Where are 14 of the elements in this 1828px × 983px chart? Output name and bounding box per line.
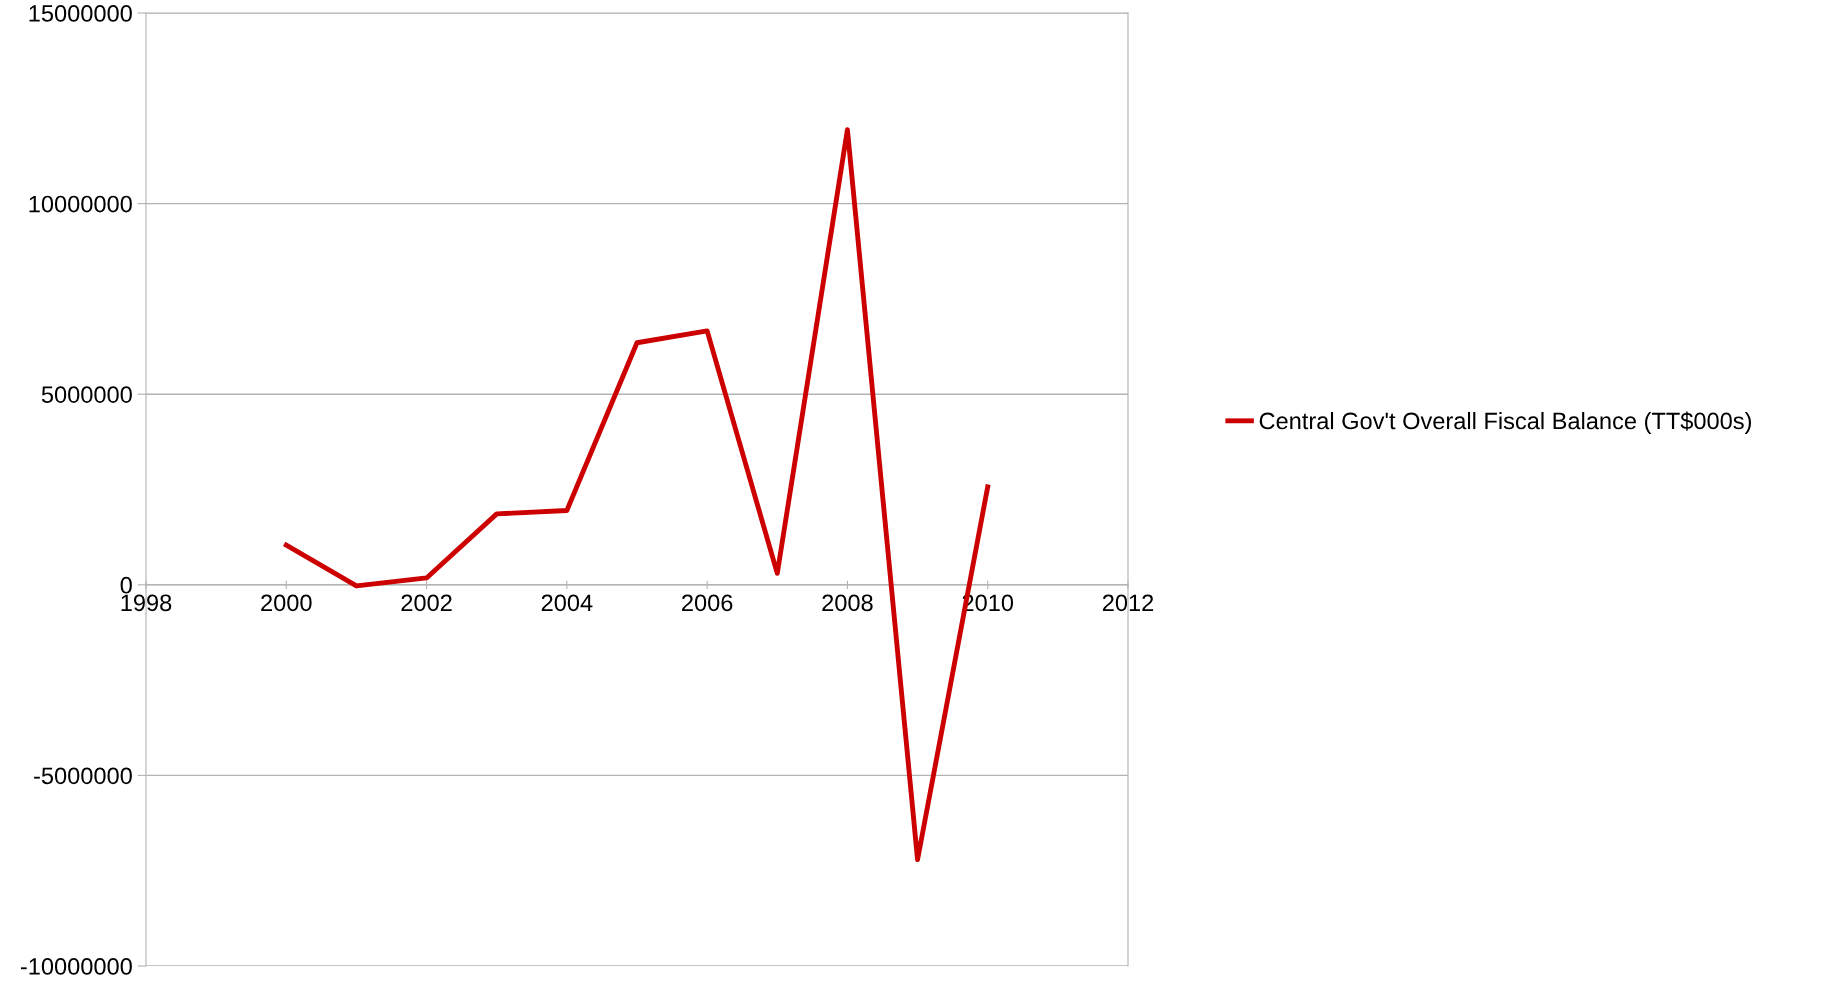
x-tick-label: 2000 — [261, 594, 312, 612]
y-tick-label: -5000000 — [34, 767, 132, 785]
y-tick-label: 10000000 — [29, 195, 132, 213]
legend-label: Central Gov't Overall Fiscal Balance (TT$000s) — [1259, 411, 1751, 434]
y-tick-label: 15000000 — [29, 5, 132, 22]
y-tick-label: 5000000 — [41, 386, 132, 403]
x-tick-label: 2004 — [541, 594, 593, 612]
x-tick-label: 2012 — [1102, 594, 1154, 612]
y-tick-label: 0 — [120, 576, 132, 594]
x-tick-label: 2008 — [822, 594, 873, 612]
y-tick-label: -10000000 — [20, 958, 132, 975]
x-tick-label: 2006 — [682, 594, 733, 612]
x-tick-label: 2002 — [401, 594, 452, 612]
x-tick-label: 1998 — [121, 594, 172, 612]
